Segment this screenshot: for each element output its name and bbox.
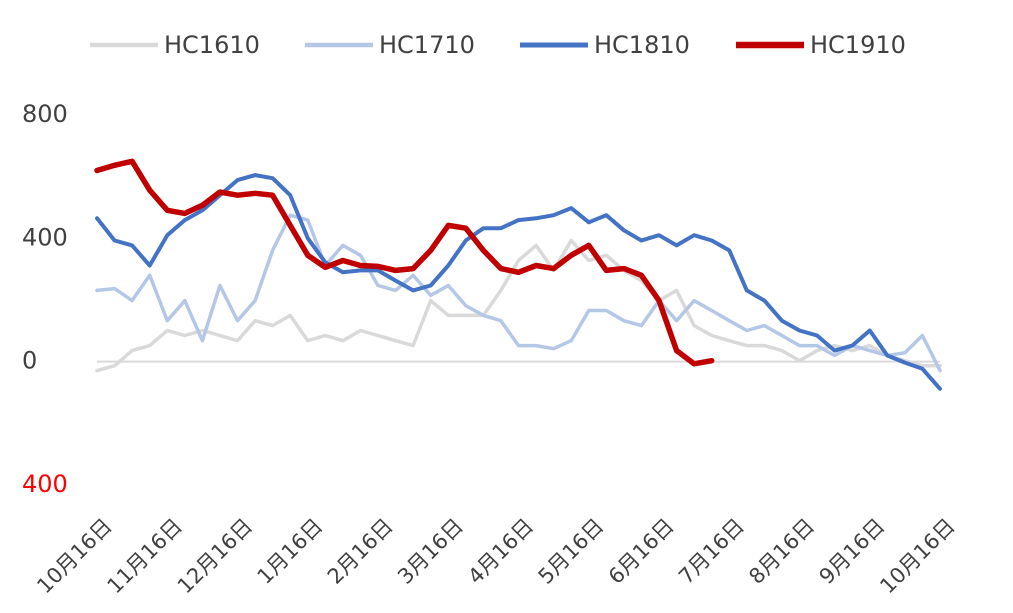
x-tick-label: 11月16日 [103,514,187,598]
series-line [95,213,942,373]
x-tick-label: 12月16日 [173,514,257,598]
legend-label: HC1910 [810,31,906,59]
x-tick-label: 6月16日 [604,514,679,589]
x-tick-label: 5月16日 [534,514,609,589]
x-tick-label: 7月16日 [674,514,749,589]
series-line [95,173,942,391]
x-tick-label: 3月16日 [393,514,468,589]
x-tick-label: 2月16日 [323,514,398,589]
x-tick-label: 1月16日 [253,514,328,589]
x-tick-label: 10月16日 [32,514,116,598]
x-tick-label: 8月16日 [744,514,819,589]
y-tick-label: 400 [22,223,68,251]
legend-label: HC1610 [164,31,260,59]
x-tick-label: 10月16日 [875,514,959,598]
y-tick-label: 0 [22,347,37,375]
legend-label: HC1710 [379,31,475,59]
x-tick-label: 4月16日 [463,514,538,589]
series-line [94,158,715,367]
series-line [95,238,942,373]
y-tick-label: 400 [22,470,68,498]
y-tick-label: 800 [22,100,68,128]
legend-label: HC1810 [594,31,690,59]
